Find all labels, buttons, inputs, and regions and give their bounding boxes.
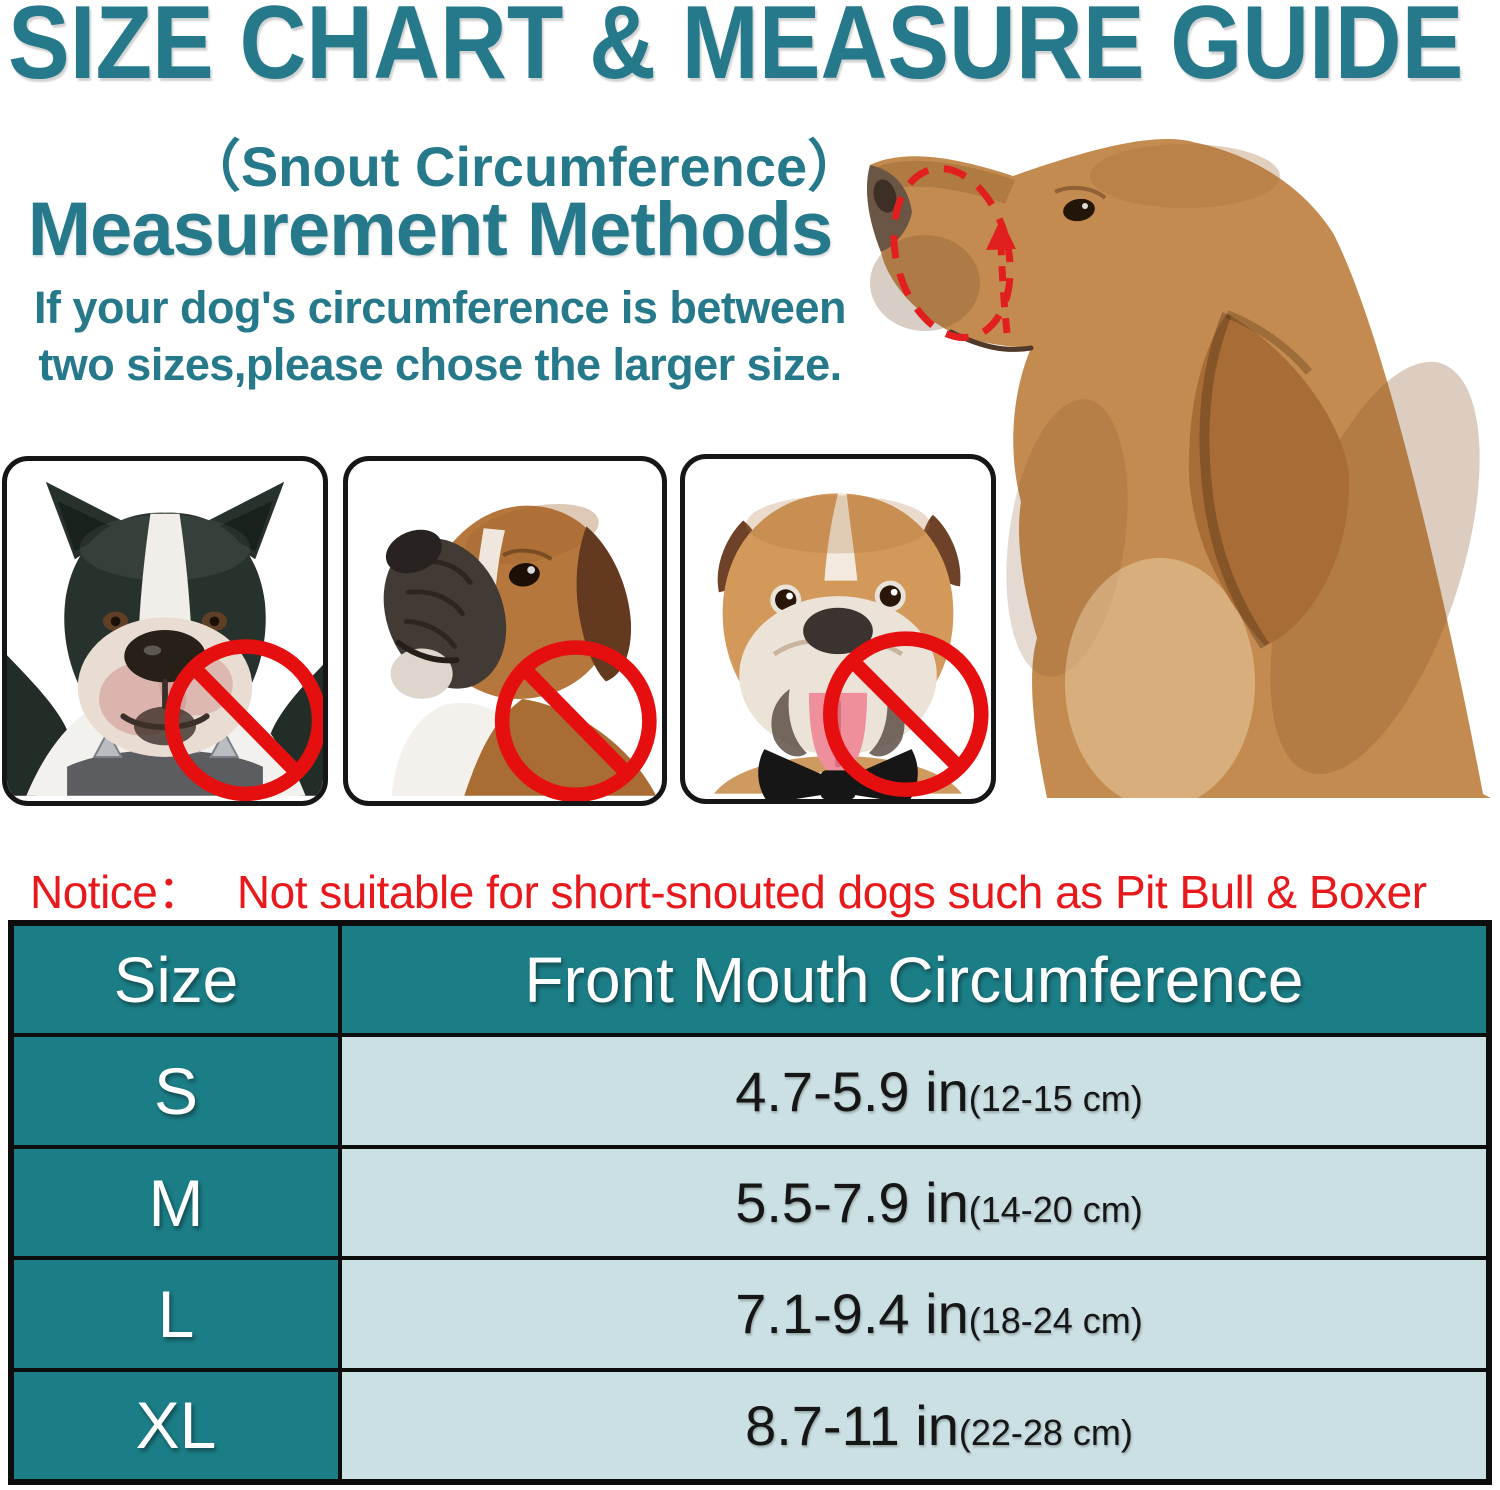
boxer-illustration — [383, 504, 657, 801]
notice-text: Not suitable for short-snouted dogs such… — [236, 866, 1427, 918]
instruction-text: If your dog's circumference is between t… — [0, 280, 880, 393]
size-label: L — [14, 1260, 342, 1368]
table-row-s: S 4.7-5.9 in (12-15 cm) — [14, 1033, 1486, 1145]
dog-photo-pit-bull — [2, 456, 328, 806]
header-circumference: Front Mouth Circumference — [342, 926, 1486, 1034]
size-value: 7.1-9.4 in (18-24 cm) — [342, 1260, 1486, 1368]
table-row-xl: XL 8.7-11 in (22-28 cm) — [14, 1367, 1486, 1480]
snout-circumference-subtitle: （Snout Circumference） — [184, 135, 864, 198]
size-value: 8.7-11 in (22-28 cm) — [342, 1371, 1486, 1480]
dog-photo-boxer — [343, 456, 667, 806]
bulldog-illustration — [714, 493, 989, 799]
table-row-m: M 5.5-7.9 in (14-20 cm) — [14, 1144, 1486, 1257]
value-cm: (22-28 cm) — [958, 1411, 1133, 1453]
tan-dog-illustration — [867, 138, 1491, 798]
pit-bull-illustration — [7, 481, 323, 801]
table-header-row: Size Front Mouth Circumference — [14, 926, 1486, 1034]
notice-line: Notice： Not suitable for short-snouted do… — [30, 856, 1427, 922]
value-cm: (14-20 cm) — [968, 1189, 1143, 1231]
size-label: XL — [14, 1371, 342, 1480]
no-symbol-icon — [164, 639, 323, 801]
size-value: 5.5-7.9 in (14-20 cm) — [342, 1148, 1486, 1257]
notice-label: Notice： — [30, 866, 203, 918]
instruction-line-1: If your dog's circumference is between — [34, 282, 846, 333]
no-symbol-icon — [822, 631, 989, 798]
value-inches: 4.7-5.9 in — [735, 1059, 969, 1123]
value-inches: 8.7-11 in — [745, 1393, 959, 1457]
table-row-l: L 7.1-9.4 in (18-24 cm) — [14, 1256, 1486, 1368]
page-title: SIZE CHART & MEASURE GUIDE — [8, 0, 1464, 101]
instruction-line-2: two sizes,please chose the larger size. — [38, 338, 842, 390]
value-cm: (12-15 cm) — [968, 1077, 1143, 1119]
value-inches: 7.1-9.4 in — [735, 1282, 969, 1346]
value-cm: (18-24 cm) — [968, 1300, 1143, 1342]
boxer-eye — [502, 548, 553, 587]
pit-bull-eyes — [102, 611, 228, 631]
boxer-nose — [385, 529, 442, 574]
size-label: M — [14, 1148, 342, 1257]
dog-photo-bulldog — [680, 454, 996, 804]
dog-eye — [1054, 185, 1107, 222]
size-chart-table: Size Front Mouth Circumference S 4.7-5.9… — [8, 920, 1492, 1485]
measurement-methods-heading: Measurement Methods — [27, 187, 834, 272]
value-inches: 5.5-7.9 in — [735, 1171, 969, 1235]
up-arrow-icon — [986, 218, 1016, 334]
bulldog-nose — [803, 607, 873, 655]
bulldog-eyes — [770, 580, 906, 616]
main-dog-photo — [855, 118, 1500, 798]
size-label: S — [14, 1037, 342, 1145]
size-value: 4.7-5.9 in (12-15 cm) — [342, 1037, 1486, 1145]
header-size: Size — [14, 926, 342, 1034]
dog-ear — [1188, 314, 1350, 646]
no-symbol-icon — [494, 640, 657, 801]
